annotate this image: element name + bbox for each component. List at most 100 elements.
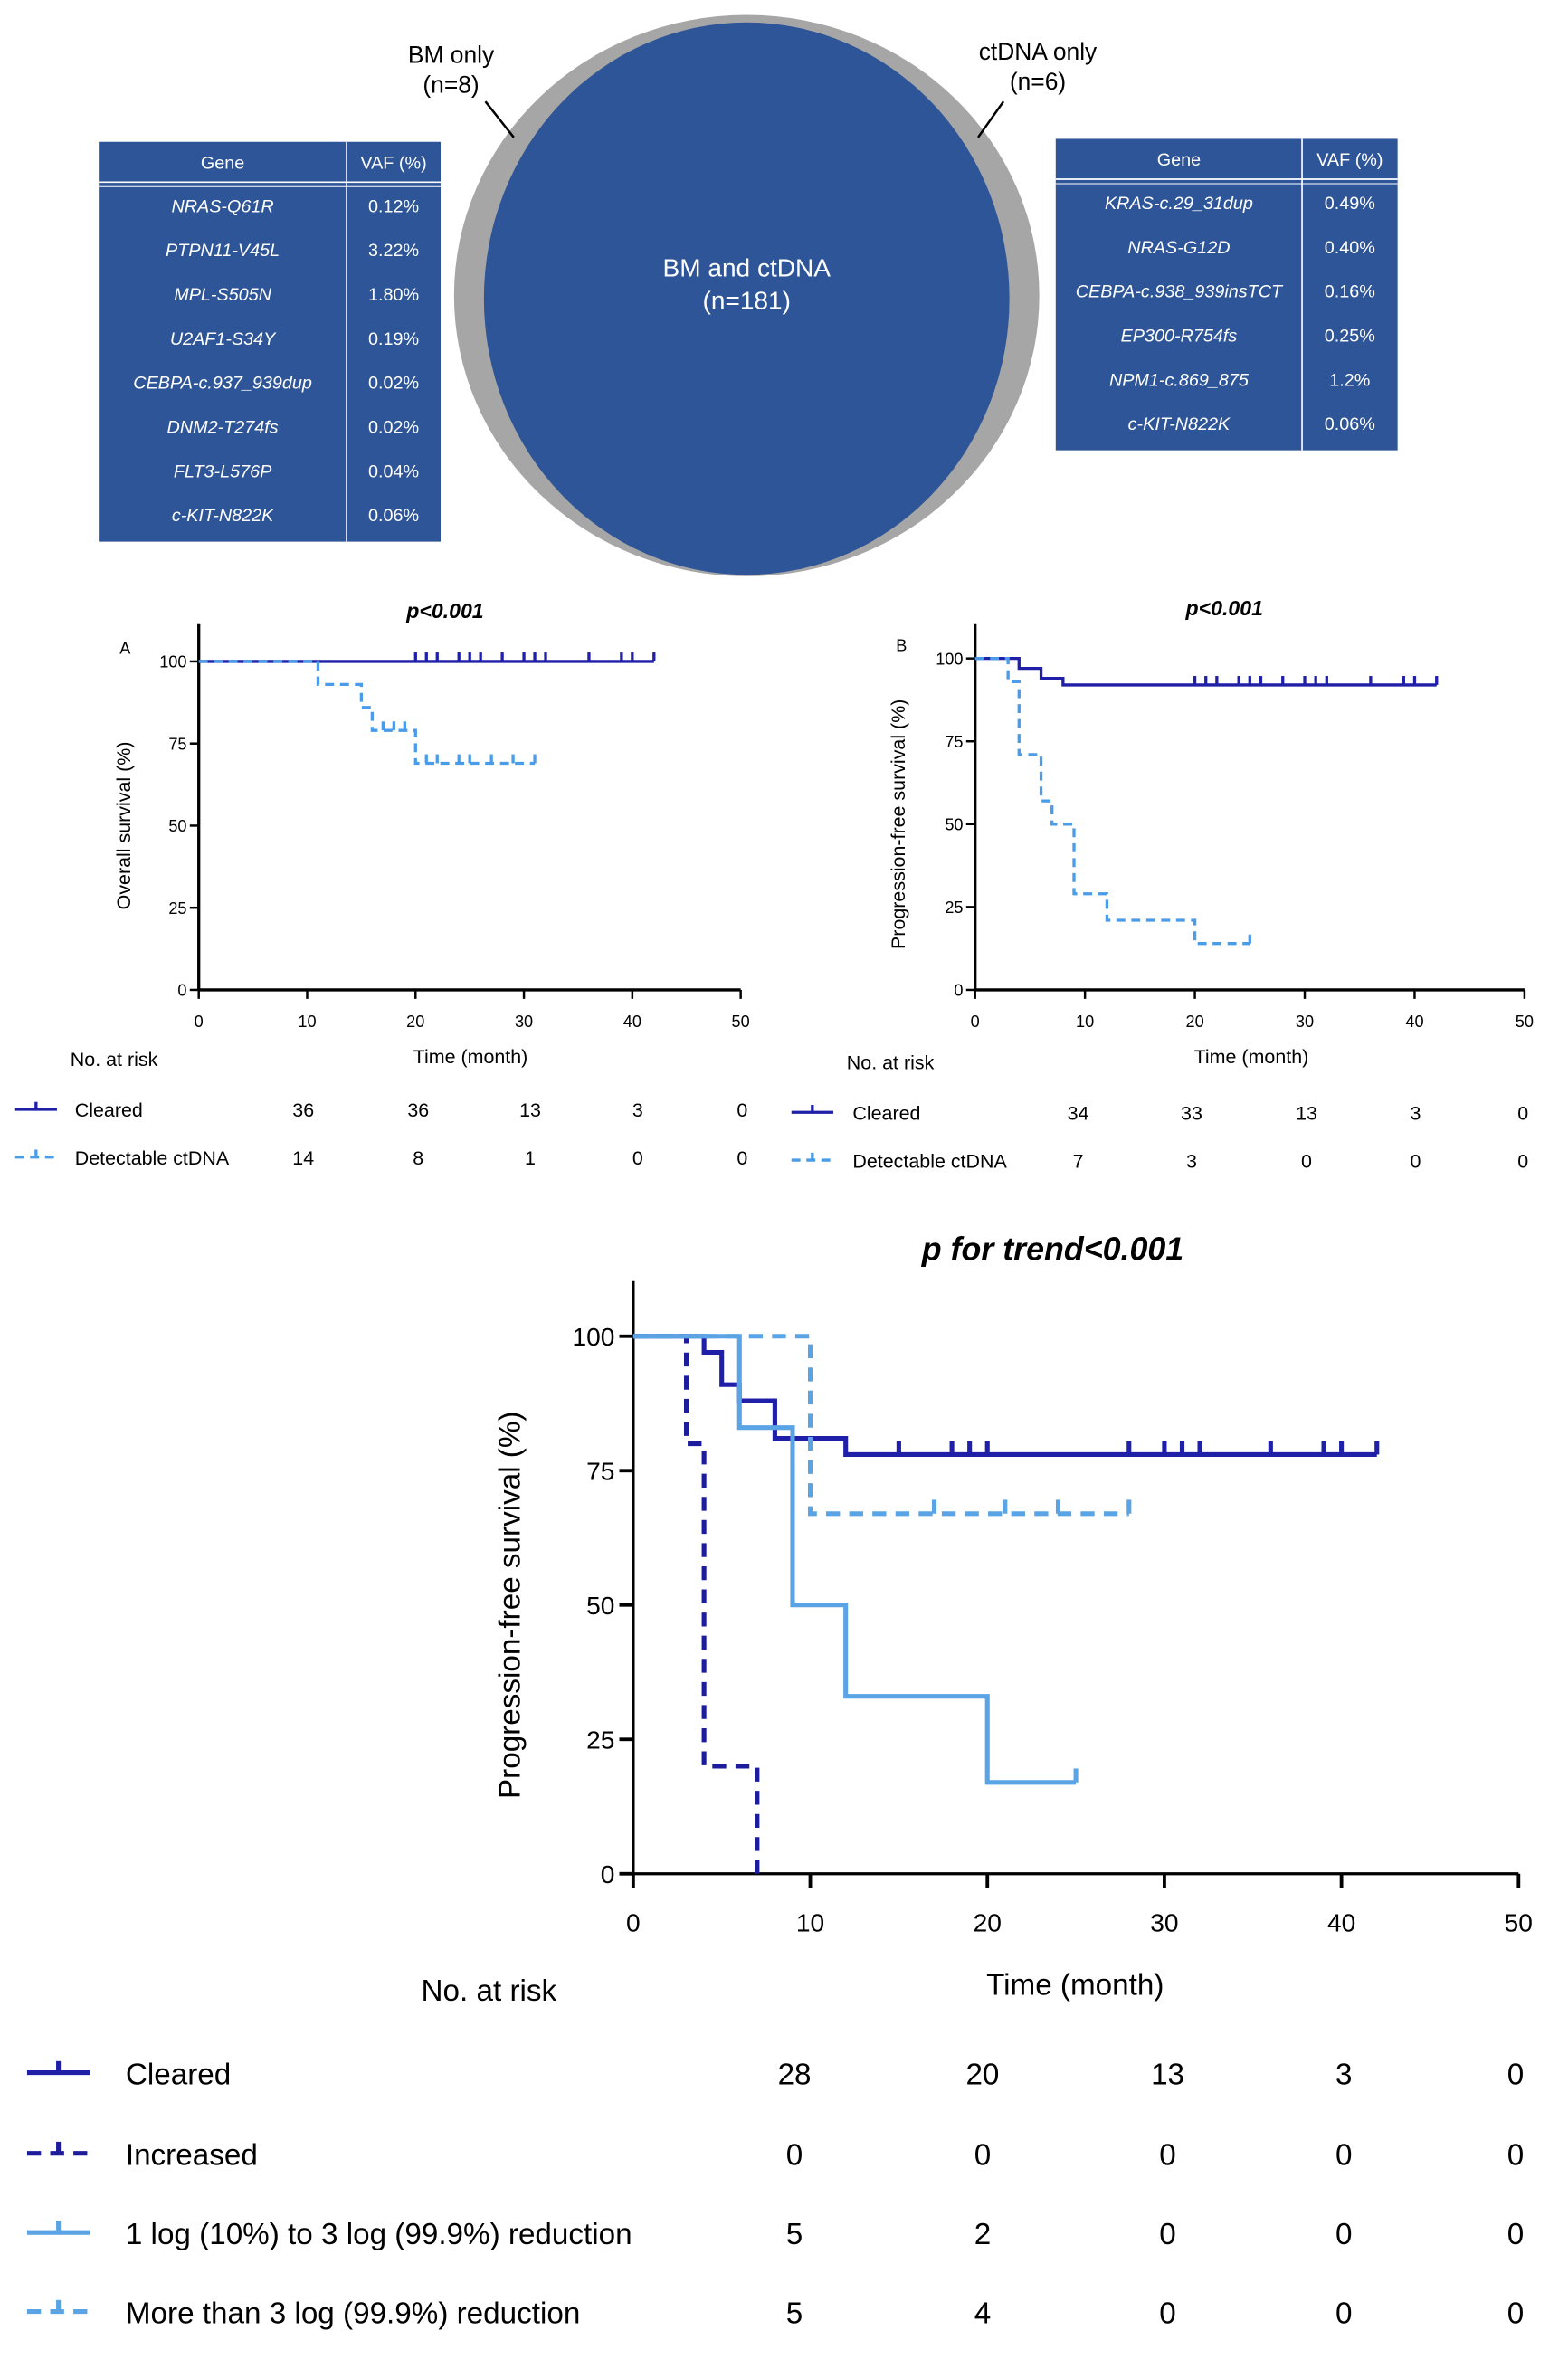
vaf-cell: 0.02%: [368, 374, 419, 394]
table-row: CEBPA-c.938_939insTCT 0.16%: [1076, 282, 1375, 302]
survival-curve: [198, 660, 536, 766]
x-tick-label: 0: [971, 1013, 980, 1031]
x-tick-label: 0: [626, 1909, 641, 1937]
x-tick-label: 20: [1185, 1013, 1203, 1031]
at-risk-count: 1: [525, 1147, 536, 1169]
at-risk-count: 0: [1507, 2139, 1524, 2173]
y-axis-label: Progression-free survival (%): [493, 1412, 527, 1799]
at-risk-count: 33: [1181, 1103, 1202, 1125]
vaf-cell: 0.06%: [1325, 414, 1375, 434]
at-risk-count: 0: [1410, 1150, 1421, 1172]
panel-label: B: [896, 636, 907, 654]
survival-curve: [974, 657, 1437, 687]
chart-title: p for trend<0.001: [921, 1232, 1183, 1268]
y-tick-label: 75: [586, 1457, 614, 1485]
at-risk-count: 0: [1507, 2058, 1524, 2091]
vaf-cell: 0.40%: [1325, 238, 1375, 258]
series-name: Cleared: [852, 1103, 920, 1125]
vaf-cell: 0.12%: [368, 196, 419, 216]
y-tick-label: 0: [601, 1860, 615, 1888]
venn-ctdna-pointer: [976, 100, 1005, 138]
gene-cell: NRAS-Q61R: [171, 196, 273, 216]
at-risk-count: 7: [1073, 1150, 1084, 1172]
at-risk-count: 3: [632, 1099, 643, 1121]
x-tick-label: 20: [406, 1013, 424, 1031]
venn-ctdna-only-label: ctDNA only: [979, 38, 1098, 65]
table-row: NRAS-Q61R 0.12%: [171, 196, 419, 216]
vaf-cell: 1.2%: [1329, 370, 1370, 390]
at-risk-count: 0: [1335, 2139, 1352, 2173]
header-vaf: VAF (%): [360, 153, 426, 173]
vaf-cell: 3.22%: [368, 241, 419, 261]
header-gene: Gene: [201, 153, 244, 173]
table-row: c-KIT-N822K 0.06%: [1128, 414, 1375, 434]
vaf-cell: 0.25%: [1325, 327, 1375, 347]
x-axis-label: Time (month): [986, 1968, 1164, 2002]
y-tick-label: 50: [586, 1592, 614, 1620]
vaf-cell: 0.06%: [368, 506, 419, 526]
y-tick-label: 100: [159, 653, 186, 671]
risk-row: Detectable ctDNA 14 8 1 0 0: [14, 1147, 747, 1169]
at-risk-count: 36: [292, 1099, 314, 1121]
x-tick-label: 10: [796, 1909, 824, 1937]
vaf-cell: 1.80%: [368, 285, 419, 305]
risk-table-title: No. at risk: [847, 1051, 935, 1073]
at-risk-count: 14: [292, 1147, 314, 1169]
at-risk-count: 13: [1151, 2058, 1184, 2091]
table-row: c-KIT-N822K 0.06%: [172, 506, 419, 526]
at-risk-count: 0: [736, 1147, 747, 1169]
gene-cell: NRAS-G12D: [1127, 238, 1230, 258]
header-vaf: VAF (%): [1316, 150, 1383, 170]
at-risk-count: 3: [1186, 1150, 1197, 1172]
risk-row: Cleared 28 20 13 3 0: [26, 2058, 1524, 2091]
y-tick-label: 100: [936, 650, 963, 668]
venn-ctdna-only-n: (n=6): [1010, 68, 1066, 95]
y-tick-label: 25: [586, 1726, 614, 1754]
risk-row: More than 3 log (99.9%) reduction 5 4 0 0 0: [26, 2297, 1524, 2330]
gene-cell: KRAS-c.29_31dup: [1105, 194, 1253, 214]
gene-cell: FLT3-L576P: [174, 461, 272, 481]
venn-bm-pointer: [484, 100, 515, 138]
series-cleared: [974, 657, 1439, 687]
table-row: NPM1-c.869_875 1.2%: [1109, 370, 1370, 390]
x-tick-label: 0: [195, 1013, 204, 1031]
series-detectable-ctdna: [198, 660, 537, 766]
at-risk-count: 0: [1301, 1150, 1312, 1172]
gene-cell: CEBPA-c.937_939dup: [133, 374, 312, 394]
venn-bm-only-label: BM only: [408, 41, 495, 68]
series-name: More than 3 log (99.9%) reduction: [126, 2297, 581, 2330]
x-tick-label: 30: [1150, 1909, 1178, 1937]
vaf-cell: 0.49%: [1325, 194, 1375, 214]
at-risk-count: 20: [965, 2058, 999, 2091]
at-risk-count: 8: [413, 1147, 423, 1169]
header-gene: Gene: [1157, 150, 1201, 170]
series-detectable-ctdna: [974, 657, 1251, 946]
y-tick-label: 75: [945, 733, 963, 751]
ctdna-only-gene-table: Gene VAF (%) KRAS-c.29_31dup 0.49% NRAS-G12D…: [1055, 138, 1398, 451]
x-tick-label: 10: [1076, 1013, 1094, 1031]
vaf-cell: 0.19%: [368, 329, 419, 349]
venn-overlap-circle: [483, 22, 1010, 575]
at-risk-count: 34: [1068, 1103, 1089, 1125]
y-tick-label: 0: [177, 982, 186, 1000]
y-tick-label: 75: [168, 735, 186, 753]
gene-cell: U2AF1-S34Y: [170, 329, 277, 349]
x-tick-label: 30: [515, 1013, 533, 1031]
chart-title: p<0.001: [405, 599, 483, 623]
table-row: U2AF1-S34Y 0.19%: [170, 329, 419, 349]
at-risk-count: 0: [1335, 2297, 1352, 2330]
x-tick-label: 40: [1327, 1909, 1355, 1937]
x-tick-label: 10: [298, 1013, 316, 1031]
gene-cell: NPM1-c.869_875: [1109, 370, 1250, 390]
series-cleared: [632, 1334, 1380, 1457]
vaf-cell: 0.04%: [368, 461, 419, 481]
series-name: Increased: [126, 2139, 258, 2173]
y-tick-label: 50: [168, 817, 186, 835]
gene-cell: MPL-S505N: [174, 285, 271, 305]
at-risk-count: 0: [1517, 1150, 1528, 1172]
survival-curve: [632, 1334, 1129, 1517]
at-risk-count: 0: [1159, 2218, 1175, 2251]
y-tick-label: 100: [572, 1323, 614, 1351]
